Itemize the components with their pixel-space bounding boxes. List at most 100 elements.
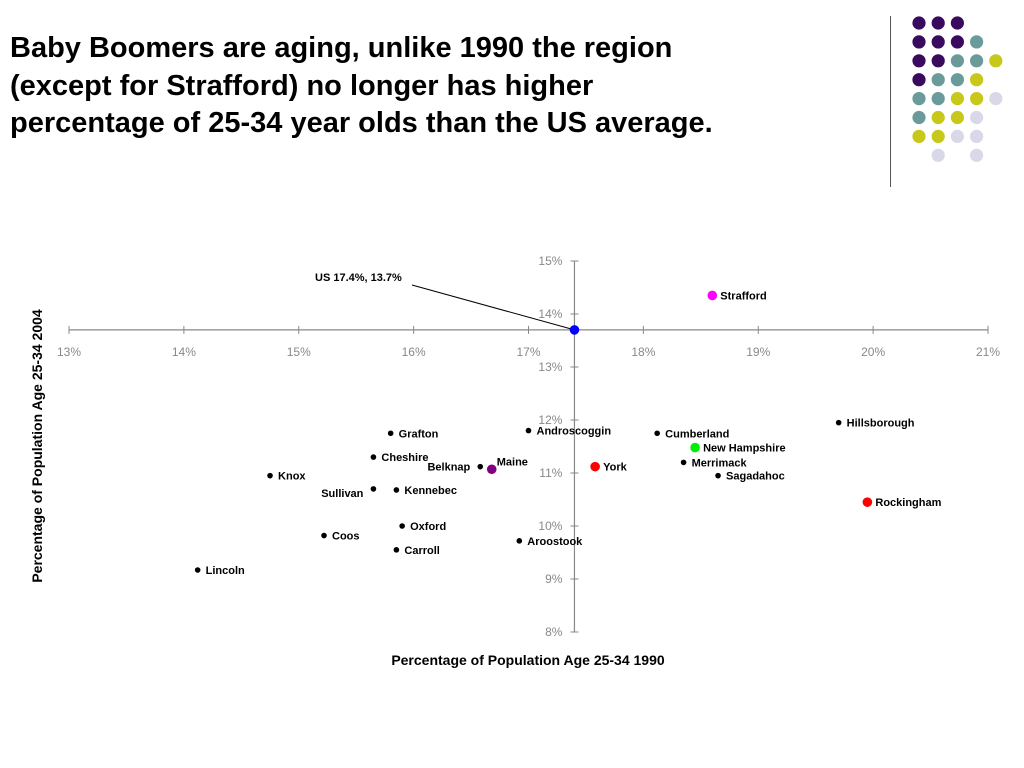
point-label-maine: Maine (497, 456, 528, 468)
decorative-dot (950, 16, 965, 30)
decorative-dot (912, 110, 926, 125)
point-label-rockingham: Rockingham (875, 497, 941, 509)
point-rockingham (862, 497, 873, 507)
point-carroll (393, 547, 400, 553)
point-androscoggin (525, 427, 532, 434)
point-label-kennebec: Kennebec (404, 485, 457, 497)
title-line-1: Baby Boomers are aging, unlike 1990 the … (10, 32, 673, 64)
decorative-dot (989, 54, 1003, 68)
point-us (569, 325, 580, 335)
y-tick-label: 11% (539, 466, 562, 480)
decorative-dot (950, 110, 965, 125)
point-label-lincoln: Lincoln (206, 565, 245, 577)
point-lincoln (194, 567, 201, 573)
point-label-carroll: Carroll (404, 545, 439, 557)
y-tick-label: 14% (538, 307, 562, 321)
point-maine (486, 464, 497, 475)
point-cheshire (370, 454, 377, 460)
x-tick-label: 20% (861, 345, 885, 359)
decorative-dot (912, 54, 926, 68)
y-axis-title: Percentage of Population Age 25-34 2004 (29, 309, 45, 583)
point-grafton (387, 430, 394, 437)
point-new-hampshire (690, 442, 700, 453)
decorative-dot (931, 148, 945, 162)
decorative-dot (970, 35, 984, 49)
title-line-3: percentage of 25-34 year olds than the U… (10, 107, 713, 140)
point-sullivan (370, 486, 377, 492)
decorative-dot (931, 92, 945, 106)
point-aroostook (516, 538, 523, 544)
decorative-dot (912, 35, 926, 49)
y-tick-label: 13% (538, 360, 562, 374)
x-axis-title: Percentage of Population Age 25-34 1990 (391, 652, 665, 668)
point-label-strafford: Strafford (720, 290, 766, 302)
point-knox (267, 472, 273, 479)
y-tick-label: 10% (538, 519, 562, 533)
y-tick-label: 8% (545, 625, 563, 639)
decorative-dot (950, 92, 965, 106)
point-label-androscoggin: Androscoggin (537, 426, 612, 438)
point-york (590, 461, 600, 472)
point-kennebec (393, 487, 400, 493)
decorative-dot (970, 110, 984, 125)
decorative-dot (970, 129, 984, 143)
point-label-cumberland: Cumberland (665, 428, 729, 440)
x-tick-label: 18% (631, 345, 655, 359)
decorative-dot (931, 129, 945, 143)
point-strafford (707, 290, 718, 301)
decorative-divider (890, 16, 891, 187)
point-label-oxford: Oxford (410, 521, 446, 533)
x-tick-label: 19% (746, 345, 770, 359)
point-label-new-hampshire: New Hampshire (703, 443, 786, 455)
decorative-dot (950, 129, 965, 143)
point-label-hillsborough: Hillsborough (847, 418, 915, 430)
y-tick-label: 9% (545, 572, 563, 586)
slide-title: Baby Boomers are aging, unlike 1990 the … (10, 30, 870, 143)
annotation-leader-line (411, 284, 575, 331)
x-tick-label: 16% (402, 345, 426, 359)
decorative-dot (950, 35, 965, 49)
point-merrimack (680, 459, 687, 466)
point-label-coos: Coos (332, 531, 360, 543)
decorative-dot (912, 16, 926, 30)
decorative-dot (931, 73, 945, 87)
point-label-grafton: Grafton (399, 428, 439, 440)
decorative-dot (931, 35, 945, 49)
x-tick-label: 14% (172, 345, 196, 359)
point-sagadahoc (715, 472, 721, 479)
point-cumberland (654, 430, 660, 437)
us-annotation-label: US 17.4%, 13.7% (315, 272, 402, 284)
point-label-cheshire: Cheshire (381, 452, 428, 464)
decorative-dot (912, 73, 926, 87)
x-tick-label: 15% (287, 345, 311, 359)
decorative-dot (970, 92, 984, 106)
point-label-merrimack: Merrimack (692, 457, 748, 469)
decorative-dot (950, 54, 965, 68)
point-label-belknap: Belknap (427, 462, 470, 474)
decorative-dot (989, 92, 1003, 106)
point-oxford (399, 523, 405, 529)
decorative-dot (912, 129, 926, 143)
point-hillsborough (835, 419, 842, 426)
title-line-2: (except for Strafford) no longer has hig… (10, 69, 594, 102)
decorative-dot (931, 110, 945, 125)
point-label-sagadahoc: Sagadahoc (726, 471, 785, 483)
decorative-dot (931, 16, 945, 30)
point-label-sullivan: Sullivan (321, 488, 363, 500)
point-coos (321, 532, 327, 539)
point-label-aroostook: Aroostook (527, 536, 583, 548)
decorative-dot (970, 54, 984, 68)
point-label-knox: Knox (278, 471, 306, 483)
y-tick-label: 12% (538, 413, 562, 427)
x-tick-label: 17% (516, 345, 540, 359)
point-belknap (477, 463, 484, 470)
x-tick-label: 13% (57, 345, 81, 359)
decorative-dot (912, 92, 926, 106)
decorative-dot-grid (912, 16, 1003, 162)
decorative-dot (950, 73, 965, 87)
decorative-dot (970, 148, 984, 162)
decorative-dot (970, 73, 984, 87)
x-tick-label: 21% (976, 345, 1000, 359)
y-tick-label: 15% (538, 254, 562, 268)
